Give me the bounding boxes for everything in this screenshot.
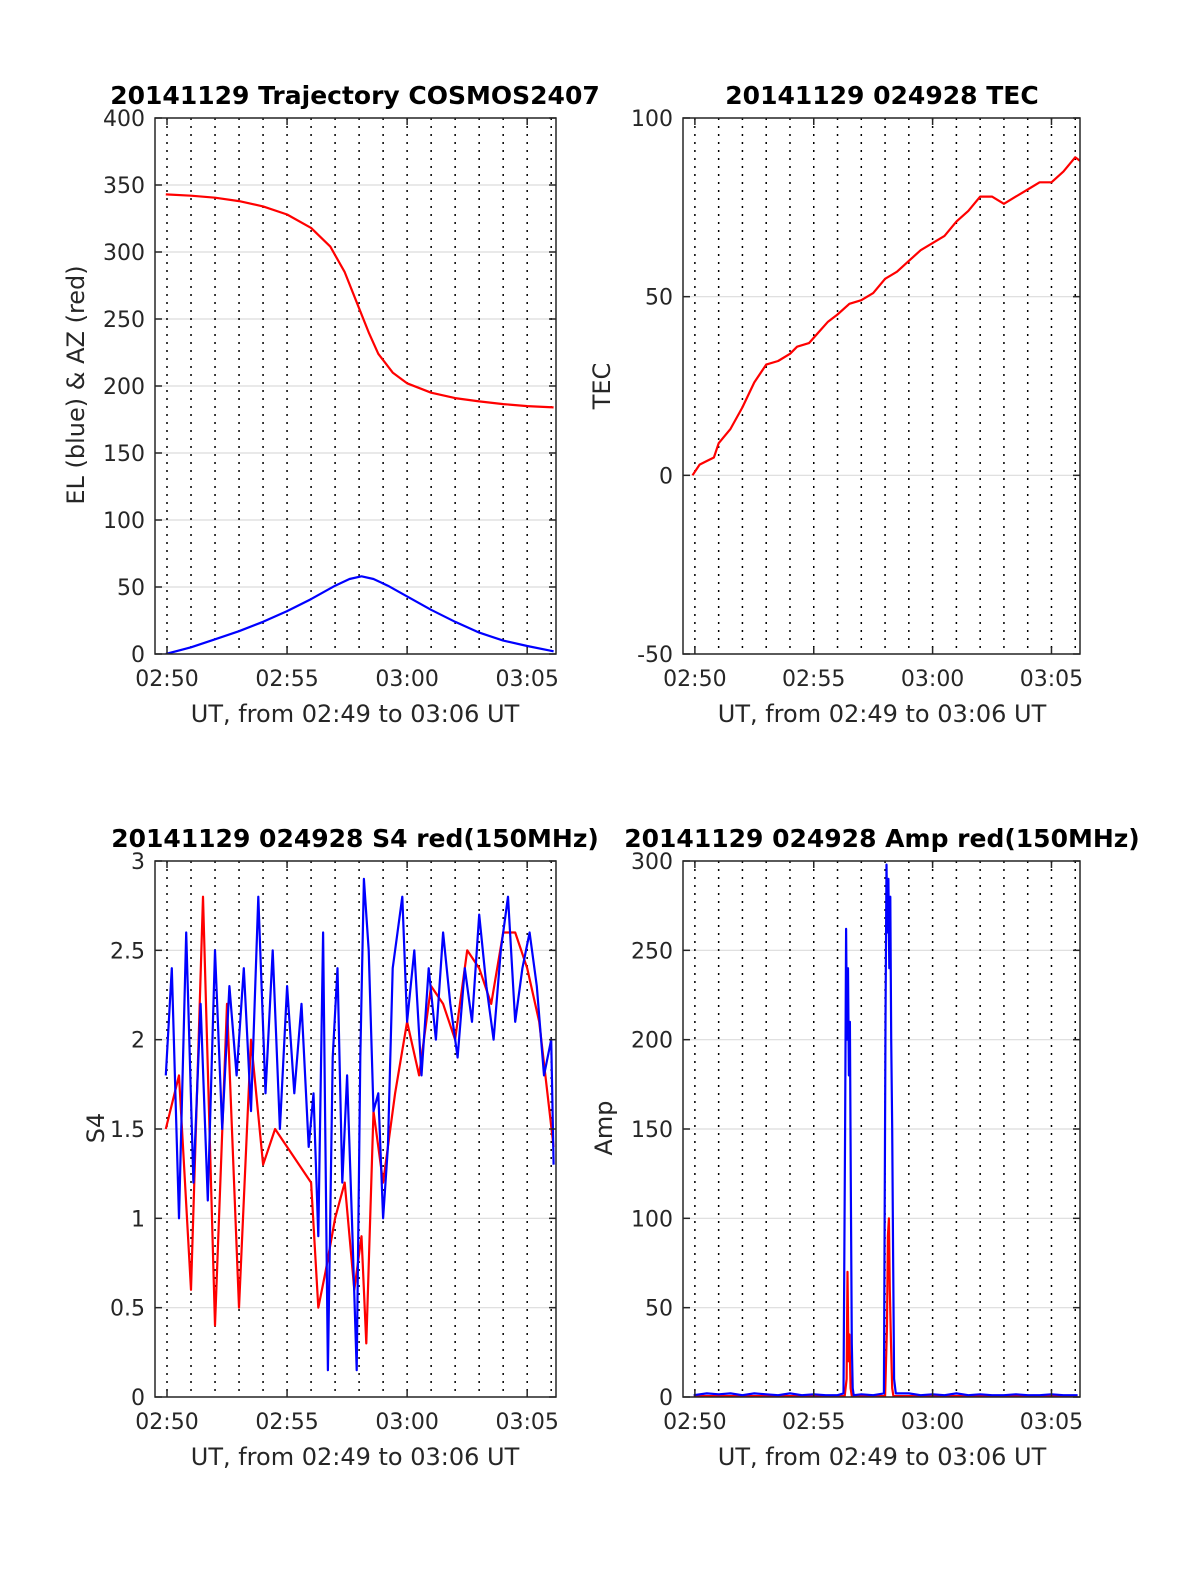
x-axis-label: UT, from 02:49 to 03:06 UT (191, 1443, 520, 1471)
y-axis-label: TEC (588, 363, 616, 411)
y-tick-label: 200 (631, 1029, 673, 1054)
y-tick-label: 50 (117, 576, 145, 601)
x-axis-label: UT, from 02:49 to 03:06 UT (718, 1443, 1047, 1471)
x-axis-label: UT, from 02:49 to 03:06 UT (718, 700, 1047, 728)
y-axis-label: EL (blue) & AZ (red) (62, 265, 90, 504)
x-tick-label: 03:05 (1020, 667, 1083, 692)
trajectory-panel: 20141129 Trajectory COSMOS2407 UT, from … (62, 81, 600, 728)
y-tick-label: 150 (103, 442, 145, 467)
y-tick-label: 50 (645, 1297, 673, 1322)
panel-title: 20141129 024928 TEC (725, 81, 1038, 110)
y-tick-label: 0 (131, 1386, 145, 1411)
y-tick-label: 350 (103, 174, 145, 199)
series-group (693, 863, 1078, 1397)
y-tick-label: 2 (131, 1029, 145, 1054)
grid (155, 117, 556, 655)
x-tick-label: 03:00 (375, 667, 438, 692)
series-line-0 (165, 193, 554, 409)
y-tick-label: 1 (131, 1207, 145, 1232)
x-tick-label: 02:55 (782, 667, 845, 692)
x-tick-label: 02:55 (255, 1410, 318, 1435)
y-tick-label: 2.5 (110, 939, 145, 964)
y-tick-label: 200 (103, 375, 145, 400)
y-tick-label: 1.5 (110, 1118, 145, 1143)
panel-title: 20141129 Trajectory COSMOS2407 (110, 81, 600, 110)
panel-title: 20141129 024928 Amp red(150MHz) (624, 824, 1140, 853)
series-line-1 (164, 877, 555, 1372)
x-tick-label: 03:05 (495, 1410, 558, 1435)
y-tick-label: -50 (637, 643, 673, 668)
x-tick-label: 02:55 (255, 667, 318, 692)
axes-frame (682, 117, 1081, 655)
series-line-1 (165, 575, 554, 654)
series-group (691, 156, 1080, 476)
series-line-0 (691, 156, 1080, 476)
x-tick-label: 02:50 (663, 1410, 726, 1435)
x-tick-label: 02:55 (782, 1410, 845, 1435)
y-tick-label: 0 (659, 1386, 673, 1411)
s4-panel: 20141129 024928 S4 red(150MHz) UT, from … (82, 824, 599, 1471)
y-tick-label: 3 (131, 850, 145, 875)
y-axis-label: S4 (82, 1113, 110, 1144)
y-tick-label: 0 (131, 643, 145, 668)
y-tick-label: 250 (103, 308, 145, 333)
panel-title: 20141129 024928 S4 red(150MHz) (111, 824, 599, 853)
series-line-1 (693, 863, 1078, 1397)
x-tick-label: 03:00 (375, 1410, 438, 1435)
y-tick-label: 50 (645, 286, 673, 311)
y-tick-label: 150 (631, 1118, 673, 1143)
x-tick-label: 02:50 (663, 667, 726, 692)
x-tick-label: 02:50 (135, 1410, 198, 1435)
y-tick-label: 100 (631, 107, 673, 132)
y-axis-label: Amp (590, 1100, 618, 1155)
y-tick-label: 0 (659, 464, 673, 489)
y-tick-label: 300 (631, 850, 673, 875)
y-tick-label: 400 (103, 107, 145, 132)
y-tick-label: 100 (631, 1207, 673, 1232)
tec-panel: 20141129 024928 TEC UT, from 02:49 to 03… (588, 81, 1083, 728)
series-group (165, 193, 554, 654)
x-tick-label: 03:00 (901, 667, 964, 692)
y-tick-label: 300 (103, 241, 145, 266)
amp-panel: 20141129 024928 Amp red(150MHz) UT, from… (590, 824, 1140, 1471)
y-tick-label: 0.5 (110, 1297, 145, 1322)
series-group (164, 877, 555, 1372)
grid (155, 860, 556, 1398)
series-line-0 (693, 1217, 1078, 1397)
x-tick-label: 03:05 (495, 667, 558, 692)
y-tick-label: 250 (631, 939, 673, 964)
x-axis-label: UT, from 02:49 to 03:06 UT (191, 700, 520, 728)
x-tick-label: 03:00 (901, 1410, 964, 1435)
y-tick-label: 100 (103, 509, 145, 534)
x-tick-label: 02:50 (135, 667, 198, 692)
x-tick-label: 03:05 (1020, 1410, 1083, 1435)
